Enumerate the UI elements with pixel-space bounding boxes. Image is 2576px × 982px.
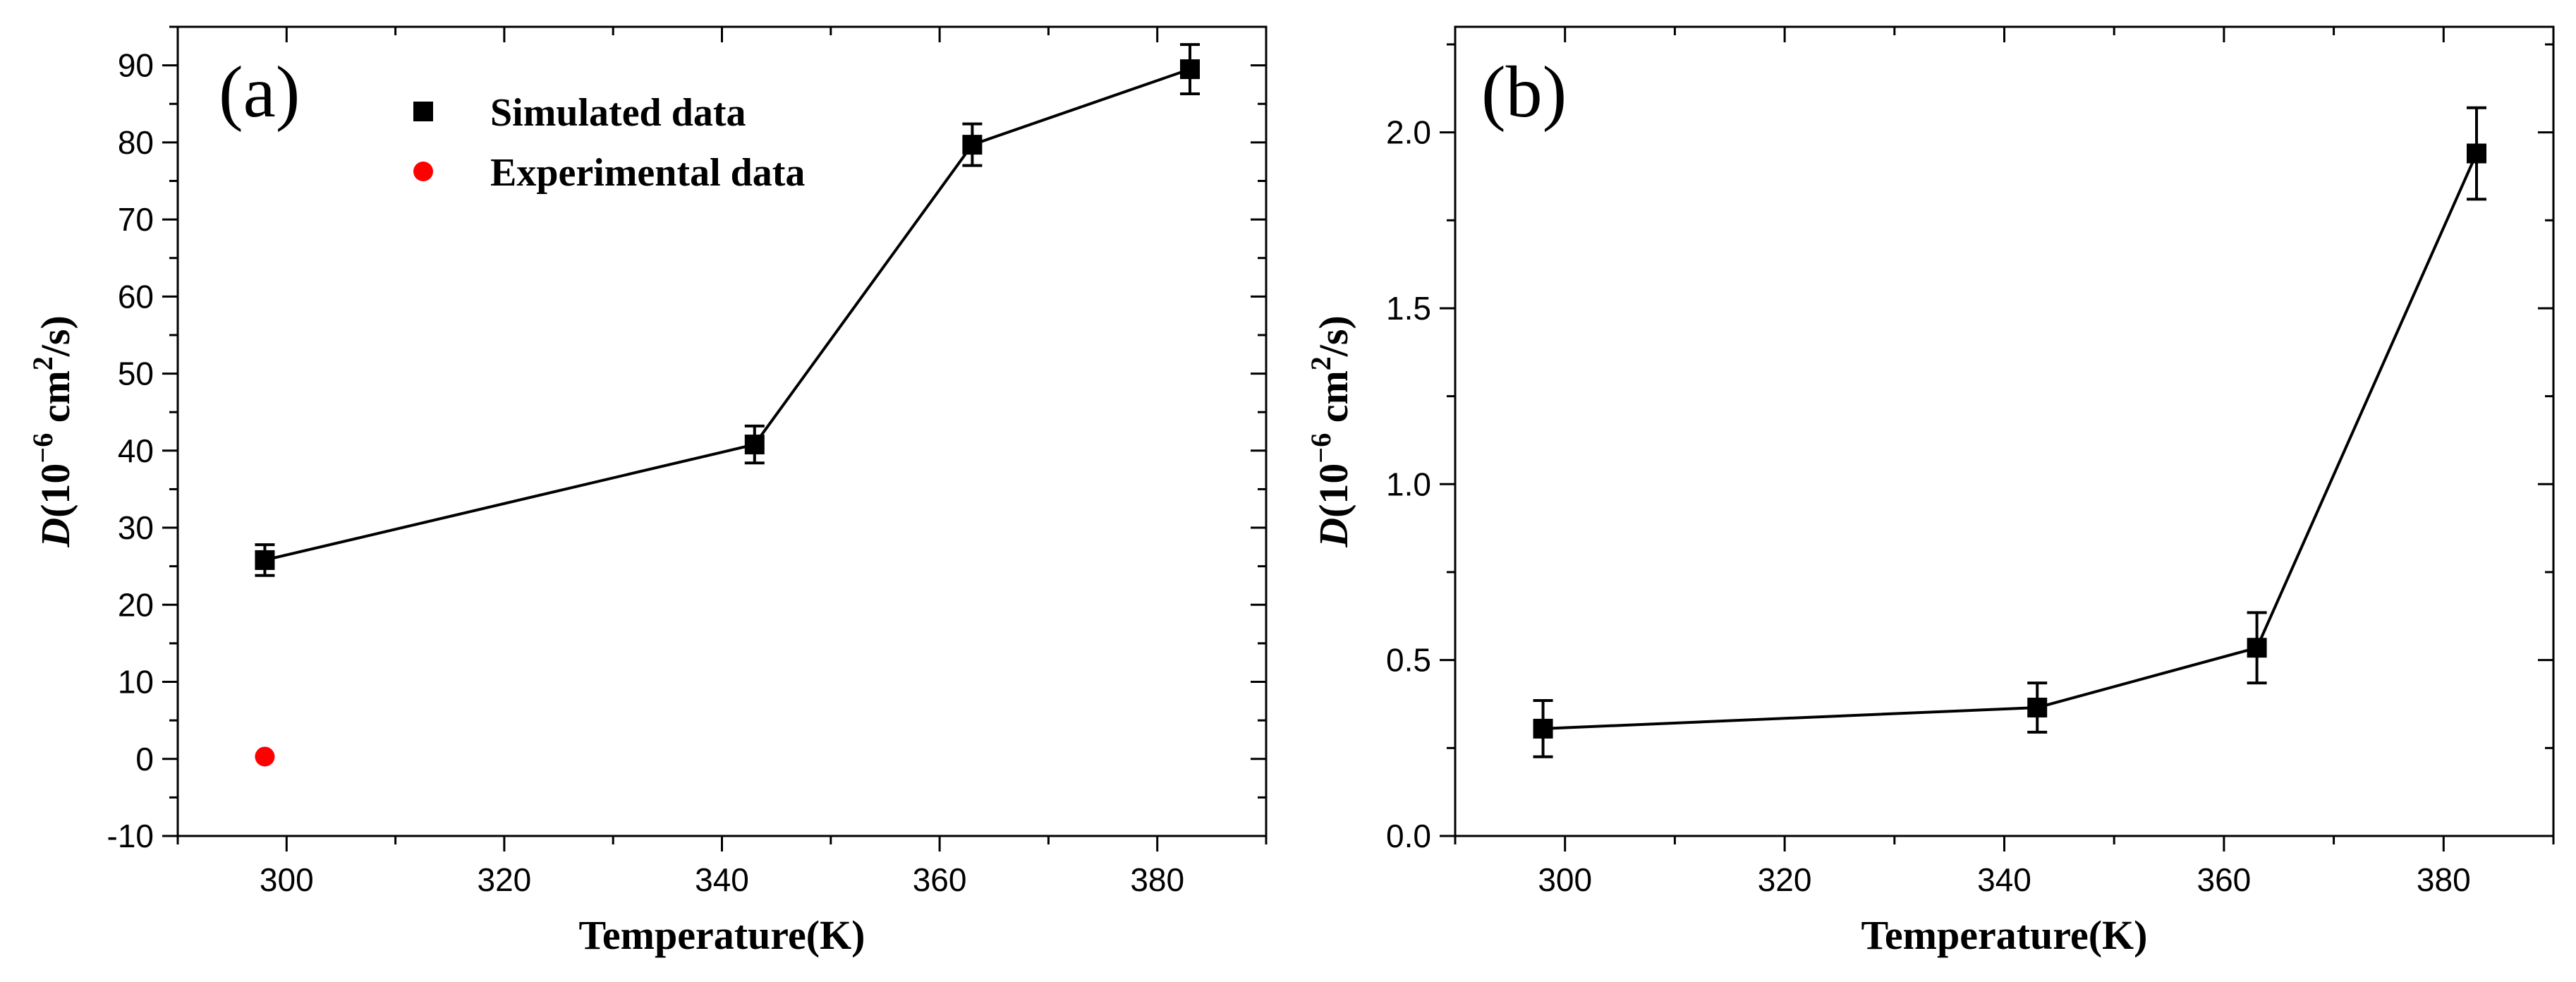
y-axis-title-prefix: (10 — [1311, 463, 1356, 518]
x-tick-label: 360 — [913, 861, 967, 898]
y-axis-title: D(10−6 cm2/s) — [27, 315, 78, 548]
y-tick-label: 80 — [118, 124, 154, 161]
legend-marker — [413, 162, 433, 181]
y-tick-label: 1.0 — [1386, 466, 1431, 502]
y-tick-label: 0.0 — [1386, 818, 1431, 854]
data-point — [744, 435, 765, 455]
panel-label: (a) — [219, 51, 300, 133]
data-point — [255, 746, 275, 767]
data-point — [2247, 638, 2267, 658]
legend-label: Simulated data — [490, 91, 746, 135]
data-point — [1533, 718, 1553, 739]
panel-b: 300 320 340 360 380 0.0 0.5 1.0 1.5 2.0 Temperatur… — [1305, 25, 2555, 958]
data-point — [962, 135, 983, 155]
data-point — [2467, 143, 2487, 164]
plot-frame — [1454, 25, 2555, 837]
y-axis-title-prefix: (10 — [32, 463, 78, 518]
y-tick-label: 20 — [118, 586, 154, 623]
y-axis-title-exponent: −6 — [1305, 433, 1337, 463]
y-axis-title-unit: cm — [32, 370, 78, 433]
y-tick-label: 50 — [118, 356, 154, 392]
y-tick-label: 0 — [135, 741, 154, 777]
plot-frame — [176, 25, 1268, 837]
y-axis-title-unit-exponent: 2 — [1305, 356, 1337, 370]
y-tick-label: 1.5 — [1386, 290, 1431, 327]
y-axis-title-exponent: −6 — [27, 433, 59, 463]
y-tick-label: 2.0 — [1386, 114, 1431, 151]
panel-label: (b) — [1481, 51, 1567, 133]
y-tick-label: 10 — [118, 664, 154, 701]
y-tick-label: -10 — [107, 818, 154, 854]
x-tick-label: 300 — [1538, 861, 1592, 898]
x-tick-label: 380 — [1130, 861, 1184, 898]
data-point — [1179, 59, 1200, 80]
y-axis-title-suffix: /s) — [32, 315, 78, 357]
series-line — [1543, 152, 2478, 730]
x-tick-label: 340 — [1977, 861, 2031, 898]
y-axis-title-suffix: /s) — [1311, 315, 1356, 357]
legend-label: Experimental data — [490, 151, 805, 195]
x-tick-label: 320 — [1758, 861, 1812, 898]
x-tick-label: 360 — [2197, 861, 2252, 898]
y-axis-title-unit: cm — [1311, 370, 1356, 433]
y-tick-label: 90 — [118, 47, 154, 84]
x-tick-label: 340 — [695, 861, 749, 898]
y-axis-title-var: D — [32, 518, 78, 548]
y-axis-title-unit-exponent: 2 — [27, 356, 59, 370]
x-axis-title: Temperature(K) — [579, 912, 865, 958]
panel-a: 300 320 340 360 380 -10 0 10 20 30 40 50 60 70 80 90 Tem… — [27, 25, 1268, 958]
data-point — [2027, 697, 2048, 717]
series-line — [264, 68, 1191, 562]
x-axis-title: Temperature(K) — [1861, 912, 2148, 958]
x-tick-label: 300 — [260, 861, 314, 898]
legend-marker — [413, 102, 433, 121]
y-tick-label: 40 — [118, 432, 154, 469]
y-axis-title-var: D — [1311, 518, 1356, 548]
y-tick-label: 70 — [118, 201, 154, 238]
y-axis-title: D(10−6 cm2/s) — [1305, 315, 1356, 548]
y-tick-label: 30 — [118, 509, 154, 546]
y-tick-label: 60 — [118, 278, 154, 315]
x-tick-label: 380 — [2417, 861, 2471, 898]
y-tick-label: 0.5 — [1386, 642, 1431, 679]
data-point — [255, 550, 275, 570]
x-tick-label: 320 — [478, 861, 532, 898]
